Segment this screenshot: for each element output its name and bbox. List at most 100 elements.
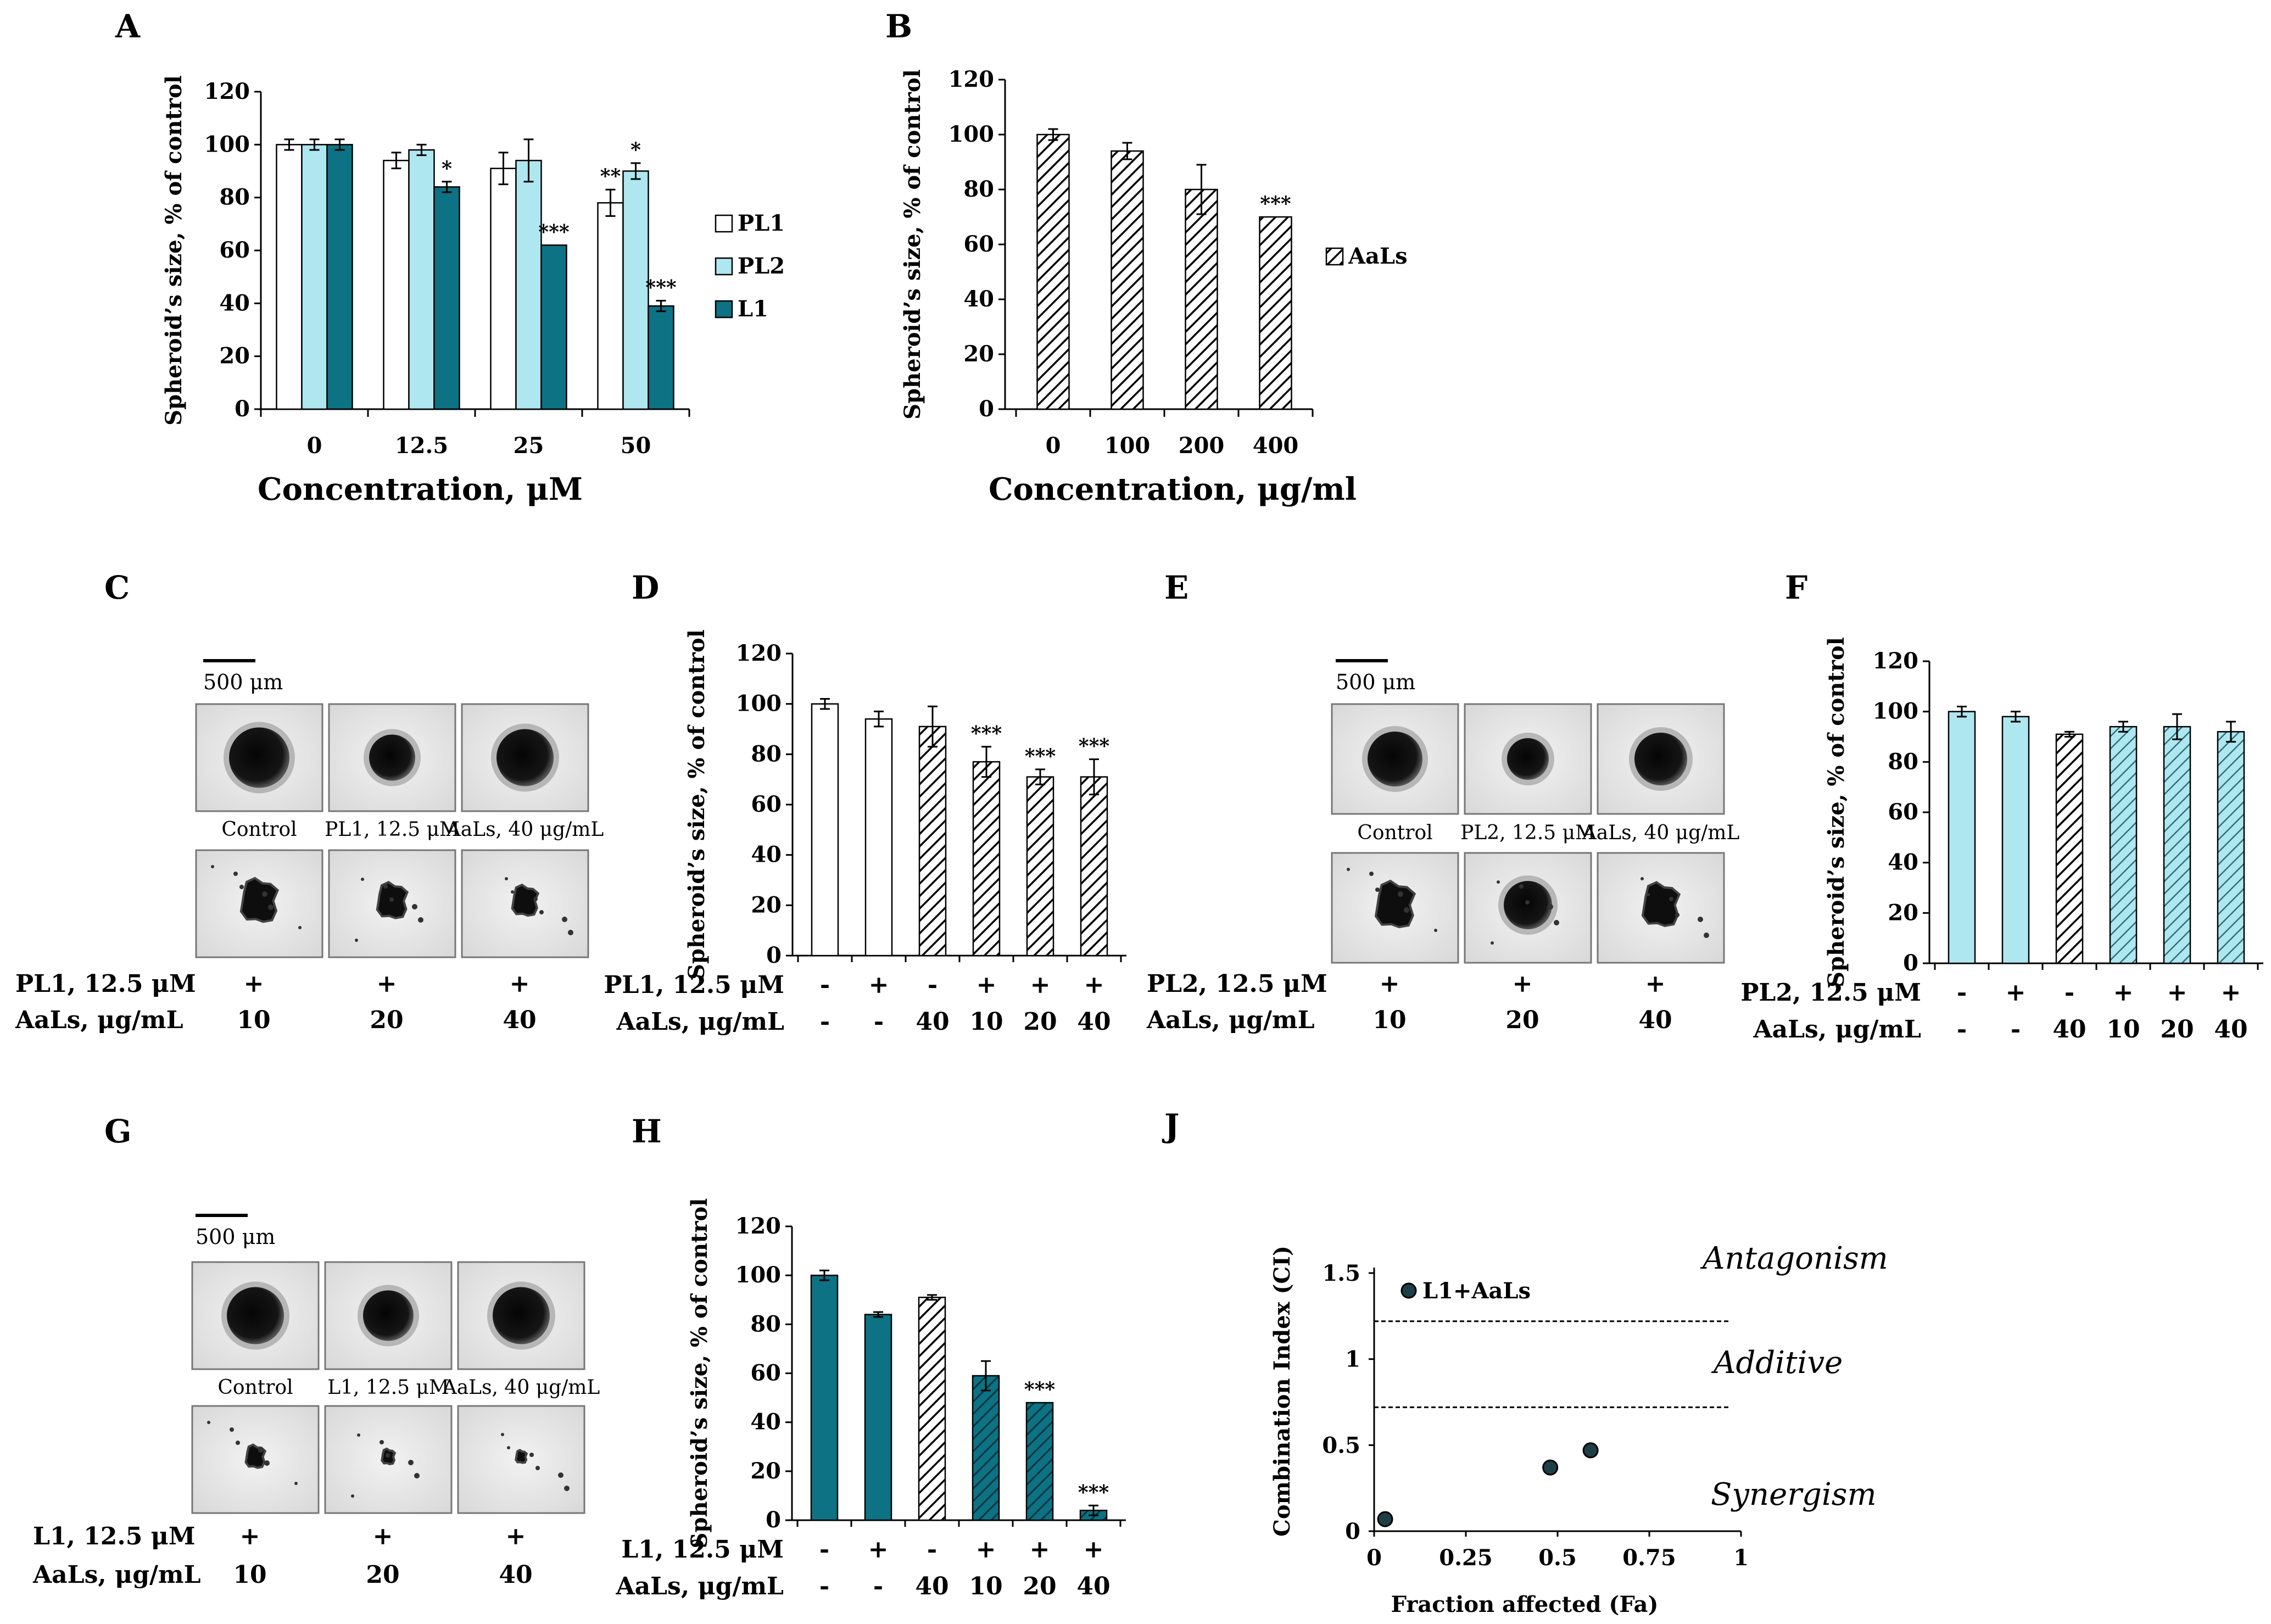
a-legend-swatch (715, 300, 733, 319)
g-micrograph-caption: L1, 12.5 μM (327, 1376, 449, 1399)
b-y-tick-label: 100 (948, 121, 995, 147)
d-y-tick-label: 100 (736, 691, 782, 717)
c-micrograph-caption: Control (221, 818, 297, 841)
g-debris (408, 1460, 414, 1465)
c-debris (511, 890, 514, 894)
c-debris (233, 872, 238, 876)
g-debris (207, 1421, 210, 1424)
f-y-tick-label: 120 (1873, 648, 1919, 674)
h-y-axis-label: Spheroid’s size, % of control (687, 1198, 712, 1549)
a-bar (597, 202, 624, 410)
j-x-axis-label: Fraction affected (Fa) (1391, 1592, 1659, 1617)
e-debris (1554, 920, 1559, 925)
g-condition-mark: + (506, 1522, 526, 1550)
e-condition-mark: + (1645, 970, 1666, 998)
h-row-label-compound: L1, 12.5 μM (621, 1536, 784, 1564)
b-x-tick-label: 400 (1253, 433, 1299, 459)
e-scale-label: 500 μm (1336, 670, 1415, 694)
e-row-label-compound: PL2, 12.5 μM (1147, 970, 1327, 998)
d-bar (972, 761, 1001, 957)
g-debris (386, 1453, 390, 1458)
e-concentration-value: 10 (1372, 1006, 1406, 1034)
chart-j: 0 0.5 1 1.5 0 0.25 0.5 0.75 1 L1+AaLs Antagonism Ad… (1269, 1241, 1888, 1617)
e-condition-mark: + (1513, 970, 1533, 998)
a-legend-label: L1 (738, 296, 768, 322)
b-significance-mark: *** (1260, 192, 1291, 215)
j-y-tick-label: 1.5 (1322, 1260, 1360, 1286)
j-legend-label: L1+AaLs (1422, 1278, 1531, 1304)
b-y-axis-label: Spheroid’s size, % of control (900, 69, 925, 420)
j-region-label: Antagonism (1700, 1241, 1888, 1276)
panel-letter-d: D (632, 569, 659, 606)
f-y-tick-label: 80 (1888, 749, 1918, 774)
c-debris (418, 917, 423, 923)
panel-letter-e: E (1164, 569, 1188, 606)
d-concentration-value: 40 (1077, 1008, 1111, 1036)
c-debris (539, 910, 544, 914)
g-concentration-value: 20 (366, 1561, 399, 1589)
e-debris (1675, 913, 1679, 917)
h-condition-mark: + (1084, 1536, 1104, 1564)
a-y-tick-label: 40 (219, 290, 250, 316)
d-concentration-value: 10 (969, 1008, 1003, 1036)
b-y-tick-label: 40 (963, 286, 994, 312)
g-condition-mark: + (373, 1522, 393, 1550)
h-bar (810, 1274, 839, 1521)
c-micrograph-caption: PL1, 12.5 μM (325, 818, 460, 841)
c-spheroid (229, 727, 289, 788)
panel-letter-j: J (1162, 1107, 1179, 1145)
h-y-tick-label: 40 (750, 1409, 781, 1435)
c-condition-mark: + (510, 970, 530, 998)
f-bar (1948, 711, 1976, 964)
h-y-tick-label: 20 (750, 1458, 781, 1484)
chart-b: 0 20 40 60 80 100 120 0 100 200 400 *** Concentratio… (900, 66, 1408, 507)
c-spheroid (496, 729, 554, 786)
j-x-tick-label: 1 (1733, 1545, 1749, 1571)
b-legend-swatch (1325, 247, 1344, 266)
a-significance-mark: * (630, 138, 641, 161)
f-row-label-compound: PL2, 12.5 μM (1740, 979, 1921, 1007)
b-x-tick-label: 200 (1179, 433, 1225, 459)
e-micrograph-caption: AaLs, 40 μg/mL (1582, 822, 1740, 844)
d-concentration-value: 20 (1023, 1008, 1057, 1036)
c-spheroid (239, 877, 280, 923)
h-significance-mark: *** (1078, 1481, 1109, 1504)
j-x-tick-label: 0.25 (1439, 1545, 1492, 1571)
g-debris (357, 1433, 360, 1437)
g-condition-mark: + (240, 1522, 260, 1550)
a-y-tick-label: 60 (219, 237, 250, 263)
b-x-tick-label: 100 (1104, 433, 1151, 459)
d-significance-mark: *** (971, 722, 1002, 745)
c-debris (262, 891, 267, 897)
panel-letter-g: G (104, 1113, 132, 1150)
d-significance-mark: *** (1079, 735, 1110, 758)
c-spheroid (369, 734, 415, 781)
g-debris (351, 1494, 354, 1498)
h-bar (864, 1314, 892, 1521)
g-micrograph-caption: Control (217, 1376, 293, 1399)
j-data-point (1542, 1459, 1559, 1476)
micrograph-panel-e: 500 μm Control PL2, 12.5 μM AaLs, 40 μg/mL +… (1146, 659, 1740, 1034)
g-debris (294, 1482, 298, 1485)
a-significance-mark: * (442, 157, 452, 180)
c-debris (268, 905, 274, 910)
panel-letter-c: C (104, 569, 130, 606)
h-concentration-value: 40 (915, 1572, 948, 1600)
c-debris (505, 877, 508, 880)
a-y-tick-label: 80 (219, 185, 250, 210)
g-debris (529, 1453, 534, 1457)
g-debris (501, 1433, 504, 1436)
e-micrograph-caption: Control (1357, 822, 1432, 844)
e-debris (1491, 941, 1494, 945)
g-debris (264, 1460, 270, 1466)
h-bar (1025, 1402, 1054, 1521)
d-y-tick-label: 40 (751, 842, 782, 868)
f-condition-mark: + (2167, 979, 2188, 1007)
a-x-tick-label: 50 (621, 433, 651, 459)
d-condition-mark: + (977, 971, 997, 999)
c-debris (383, 884, 388, 889)
e-debris (1704, 933, 1709, 938)
d-condition-mark: + (869, 971, 889, 999)
